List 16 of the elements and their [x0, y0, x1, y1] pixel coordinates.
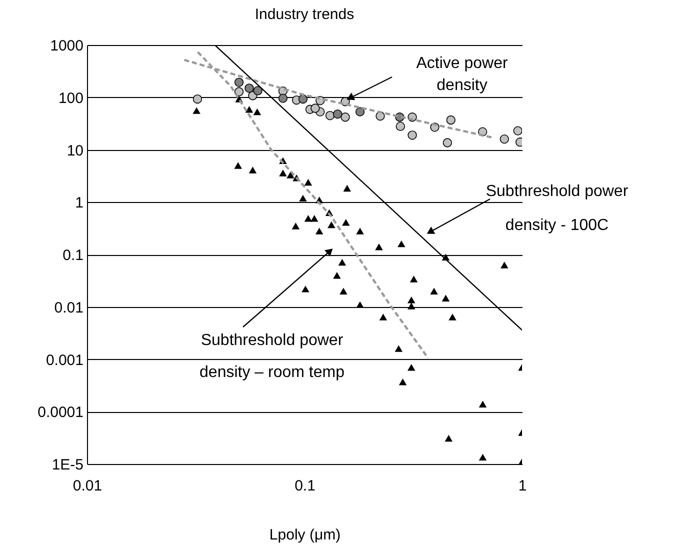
x-axis-title: Lpoly (μm)	[269, 526, 341, 544]
y-tick-label: 0.1	[62, 247, 84, 264]
annotation: Subthreshold power density - 100C	[486, 183, 629, 234]
y-tick-label: 0.0001	[38, 404, 84, 422]
y-tick-label: 1000	[50, 38, 84, 54]
x-tick-label: 0.1	[294, 478, 316, 494]
chart-title: Industry trends	[254, 6, 354, 23]
y-tick-label: 1	[75, 194, 84, 212]
annotation: Active power density	[416, 55, 508, 94]
y-tick-label: 0.01	[54, 299, 84, 316]
y-tick-label: 1E-5	[52, 456, 84, 474]
y-tick-label: 0.001	[46, 352, 84, 369]
x-tick-label: 1	[518, 478, 527, 494]
y-tick-label: 10	[66, 142, 84, 160]
y-tick-label: 100	[58, 90, 84, 107]
annotation: Subthreshold power density – room temp	[200, 332, 345, 381]
